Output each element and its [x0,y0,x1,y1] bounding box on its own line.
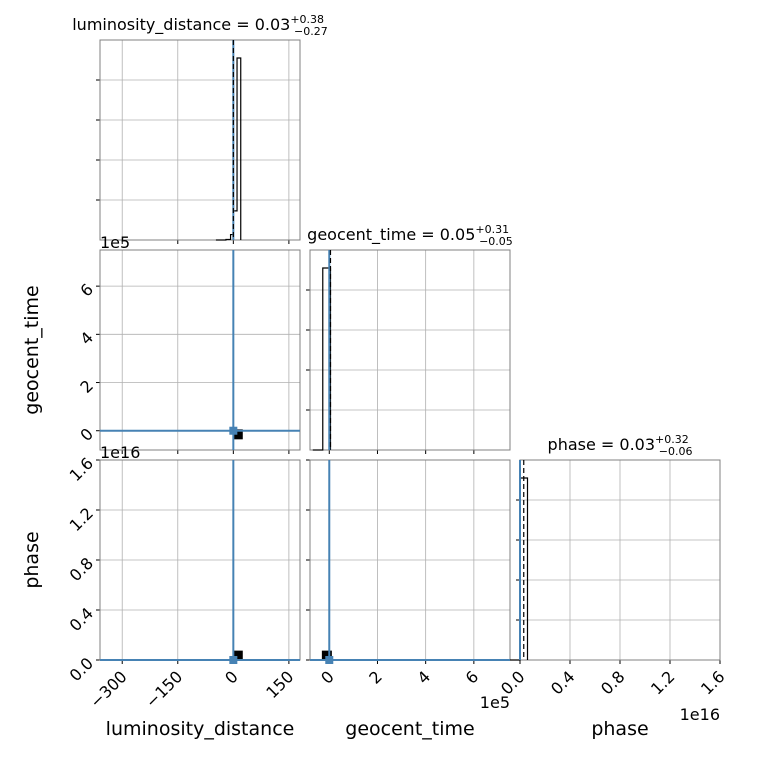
x-tick-label: 2 [365,667,386,688]
panel-title: luminosity_distance = 0.03+0.38 −0.27 [72,13,328,38]
title-plus: +0.32 [655,433,689,446]
y-tick-label: 0.0 [66,654,97,685]
title-value: 0.03 [255,15,291,34]
y-tick-label: 0.8 [66,554,97,585]
x-axis-label: luminosity_distance [106,718,295,740]
histogram-geocent-time [312,267,332,451]
y-tick-label: 6 [76,280,97,301]
panel-title: phase = 0.03+0.32 −0.06 [548,433,693,458]
x-axis-label: phase [591,718,648,740]
x-tick-label: 0 [317,667,338,688]
y-tick-label: 0 [76,424,97,445]
x-tick-label: −150 [142,667,187,712]
y-axis-label: geocent_time [21,285,43,414]
title-prefix: phase = [548,435,620,454]
y-tick-label: 2 [76,376,97,397]
title-minus: −0.05 [479,235,513,248]
title-plus: +0.31 [475,223,509,236]
panel-title: geocent_time = 0.05+0.31 −0.05 [307,223,513,248]
title-prefix: luminosity_distance = [72,15,254,35]
panel-frame [99,39,301,241]
x-offset-label: 1e16 [680,705,720,724]
injection-marker [325,656,334,664]
sample-marker [232,429,243,440]
title-prefix: geocent_time = [307,225,440,245]
x-tick-label: 6 [462,667,483,688]
x-tick-label: 150 [262,667,297,702]
histogram-luminosity-distance [215,57,242,241]
title-value: 0.03 [619,435,655,454]
x-tick-label: 1.6 [697,667,728,698]
y-tick-label: 1.6 [66,454,97,485]
sample-marker [321,650,332,661]
sample-marker [232,650,243,661]
title-plus: +0.38 [290,13,324,26]
x-offset-label: 1e5 [480,693,510,712]
title-minus: −0.06 [659,445,693,458]
panel-frame [309,249,511,451]
x-tick-label: 0.8 [597,667,628,698]
injection-marker [229,426,238,435]
x-tick-label: 1.2 [647,667,678,698]
panel-frame [99,249,301,451]
histogram-phase [510,477,529,661]
y-tick-label: 0.4 [66,604,97,635]
x-tick-label: 0 [221,667,242,688]
x-tick-label: 4 [414,667,435,688]
title-value: 0.05 [440,225,476,244]
x-tick-label: −300 [86,667,131,712]
y-offset-label: 1e16 [100,443,140,462]
title-minus: −0.27 [294,25,328,38]
y-offset-label: 1e5 [100,233,130,252]
x-axis-label: geocent_time [345,718,474,740]
injection-marker [229,656,238,664]
y-tick-label: 4 [76,328,97,349]
y-axis-label: phase [21,531,43,588]
y-tick-label: 1.2 [66,504,97,535]
x-tick-label: 0.4 [547,667,578,698]
